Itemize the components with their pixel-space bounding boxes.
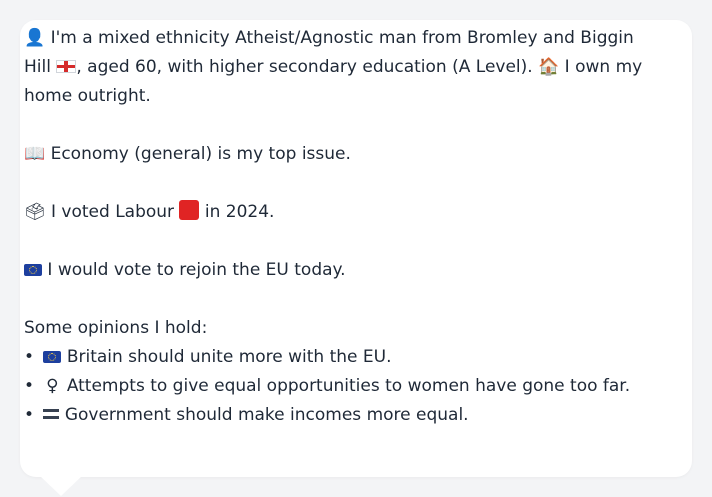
vote-prefix-text: I voted Labour [51, 202, 175, 222]
persona-card [20, 20, 692, 477]
opinion-text: Britain should unite more with the EU. [66, 347, 392, 367]
top-issue-text: Economy (general) is my top issue. [50, 144, 351, 164]
house-icon: 🏠 [538, 57, 560, 77]
equals-icon [43, 409, 60, 419]
persona-content: 👤 I'm a mixed ethnicity Atheist/Agnostic… [24, 24, 650, 430]
female-sign-icon: ♀ [46, 376, 59, 396]
vote-suffix-text: in 2024. [204, 202, 275, 222]
labour-red-square-icon [179, 200, 200, 220]
intro-text-3: I own my home outright. [24, 57, 643, 106]
opinions-list: • Britain should unite more with the EU.… [24, 343, 650, 430]
opinion-text: Government should make incomes more equa… [64, 405, 469, 425]
person-icon: 👤 [24, 28, 46, 48]
list-item: • Britain should unite more with the EU. [24, 347, 392, 367]
opinion-text: Attempts to give equal opportunities to … [66, 376, 631, 396]
book-icon: 📖 [24, 144, 46, 164]
list-item: • ♀ Attempts to give equal opportunities… [24, 372, 650, 401]
eu-flag-icon [24, 264, 42, 276]
intro-text-1: I'm a mixed ethnicity Atheist/Agnostic m… [24, 28, 634, 77]
opinions-label: Some opinions I hold: [24, 318, 208, 338]
intro-paragraph: 👤 I'm a mixed ethnicity Atheist/Agnostic… [24, 24, 650, 111]
top-issue-paragraph: 📖 Economy (general) is my top issue. [24, 140, 650, 169]
england-flag-icon [56, 60, 77, 73]
eu-vote-paragraph: I would vote to rejoin the EU today. [24, 256, 650, 285]
intro-text-2: , aged 60, with higher secondary educati… [76, 57, 533, 77]
vote-paragraph: 🗳 I voted Labour in 2024. [24, 198, 650, 227]
eu-vote-text: I would vote to rejoin the EU today. [47, 260, 346, 280]
ballot-box-icon: 🗳 [24, 202, 46, 222]
speech-bubble-tail [40, 476, 82, 496]
list-item: • Government should make incomes more eq… [24, 405, 469, 425]
eu-flag-icon [43, 351, 62, 363]
